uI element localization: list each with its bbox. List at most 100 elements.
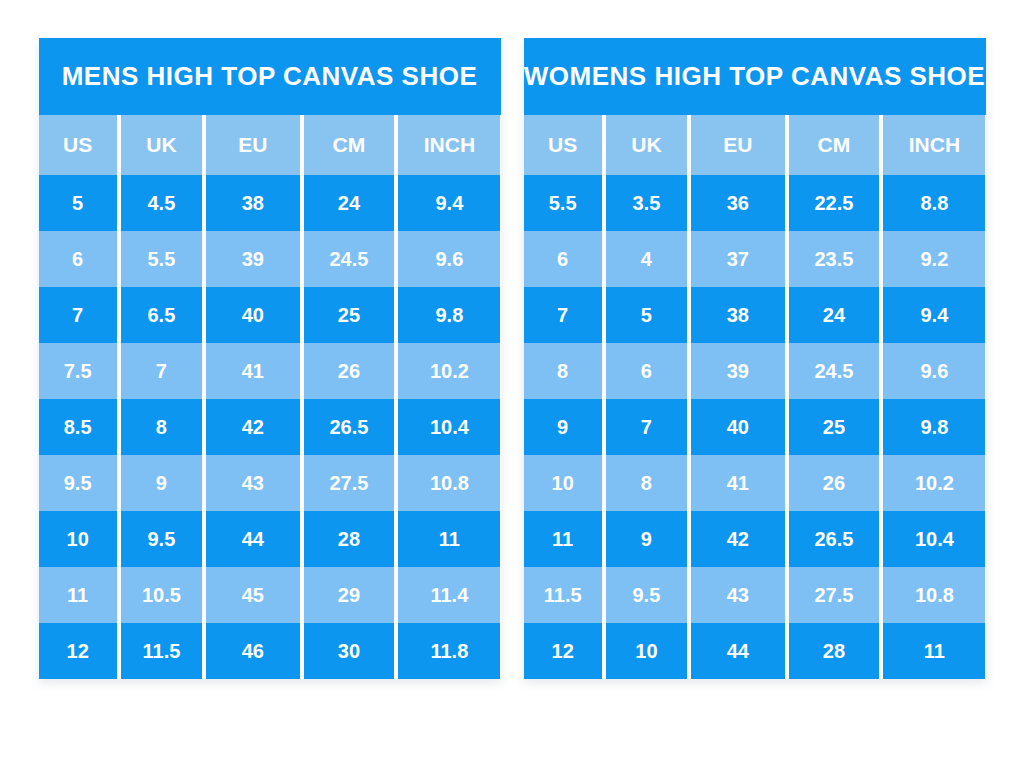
table-row: 863924.59.6 xyxy=(524,343,986,399)
table-cell: 10 xyxy=(39,511,117,567)
table-cell: 9 xyxy=(121,455,202,511)
column-header-eu: EU xyxy=(691,115,785,175)
table-cell: 43 xyxy=(206,455,300,511)
table-cell: 44 xyxy=(206,511,300,567)
mens-size-chart: MENS HIGH TOP CANVAS SHOE USUKEUCMINCH 5… xyxy=(39,38,501,679)
table-cell: 29 xyxy=(304,567,395,623)
table-row: 8.584226.510.4 xyxy=(39,399,501,455)
table-cell: 43 xyxy=(691,567,785,623)
table-row: 9.594327.510.8 xyxy=(39,455,501,511)
table-cell: 6 xyxy=(524,231,602,287)
table-row: 54.538249.4 xyxy=(39,175,501,231)
womens-chart-title: WOMENS HIGH TOP CANVAS SHOE xyxy=(524,38,986,115)
table-cell: 22.5 xyxy=(789,175,880,231)
table-cell: 9.6 xyxy=(398,231,500,287)
table-cell: 40 xyxy=(691,399,785,455)
table-cell: 38 xyxy=(206,175,300,231)
table-row: 1210442811 xyxy=(524,623,986,679)
table-cell: 9.6 xyxy=(883,343,985,399)
column-header-us: US xyxy=(39,115,117,175)
table-header-row: USUKEUCMINCH xyxy=(524,115,986,175)
table-cell: 11.5 xyxy=(524,567,602,623)
table-cell: 9.5 xyxy=(39,455,117,511)
table-cell: 27.5 xyxy=(789,567,880,623)
table-cell: 10 xyxy=(606,623,687,679)
table-cell: 38 xyxy=(691,287,785,343)
table-row: 76.540259.8 xyxy=(39,287,501,343)
table-cell: 10.2 xyxy=(883,455,985,511)
table-cell: 3.5 xyxy=(606,175,687,231)
table-cell: 41 xyxy=(691,455,785,511)
table-cell: 10.4 xyxy=(883,511,985,567)
table-cell: 10.2 xyxy=(398,343,500,399)
table-cell: 9.8 xyxy=(883,399,985,455)
table-cell: 11.5 xyxy=(121,623,202,679)
table-cell: 41 xyxy=(206,343,300,399)
table-cell: 11 xyxy=(883,623,985,679)
table-cell: 26 xyxy=(304,343,395,399)
table-row: 109.5442811 xyxy=(39,511,501,567)
table-row: 643723.59.2 xyxy=(524,231,986,287)
table-cell: 36 xyxy=(691,175,785,231)
column-header-cm: CM xyxy=(304,115,395,175)
table-cell: 24 xyxy=(789,287,880,343)
table-row: 1110.5452911.4 xyxy=(39,567,501,623)
table-cell: 26.5 xyxy=(789,511,880,567)
column-header-uk: UK xyxy=(121,115,202,175)
table-row: 1194226.510.4 xyxy=(524,511,986,567)
table-cell: 26.5 xyxy=(304,399,395,455)
table-cell: 11 xyxy=(39,567,117,623)
table-cell: 9.8 xyxy=(398,287,500,343)
table-cell: 24.5 xyxy=(304,231,395,287)
table-cell: 28 xyxy=(304,511,395,567)
table-row: 5.53.53622.58.8 xyxy=(524,175,986,231)
table-cell: 27.5 xyxy=(304,455,395,511)
column-header-eu: EU xyxy=(206,115,300,175)
table-cell: 30 xyxy=(304,623,395,679)
womens-size-chart: WOMENS HIGH TOP CANVAS SHOE USUKEUCMINCH… xyxy=(524,38,986,679)
table-cell: 45 xyxy=(206,567,300,623)
table-cell: 8 xyxy=(606,455,687,511)
table-cell: 8 xyxy=(524,343,602,399)
table-cell: 9.5 xyxy=(121,511,202,567)
table-cell: 10 xyxy=(524,455,602,511)
table-cell: 5 xyxy=(39,175,117,231)
table-cell: 24.5 xyxy=(789,343,880,399)
table-cell: 5 xyxy=(606,287,687,343)
table-cell: 10.8 xyxy=(398,455,500,511)
table-body: 54.538249.465.53924.59.676.540259.87.574… xyxy=(39,175,501,679)
table-cell: 11.8 xyxy=(398,623,500,679)
table-cell: 10.4 xyxy=(398,399,500,455)
table-cell: 26 xyxy=(789,455,880,511)
table-cell: 23.5 xyxy=(789,231,880,287)
table-cell: 4.5 xyxy=(121,175,202,231)
table-row: 11.59.54327.510.8 xyxy=(524,567,986,623)
table-cell: 42 xyxy=(206,399,300,455)
table-cell: 25 xyxy=(304,287,395,343)
table-cell: 8.8 xyxy=(883,175,985,231)
table-cell: 9 xyxy=(524,399,602,455)
table-cell: 44 xyxy=(691,623,785,679)
table-cell: 7 xyxy=(606,399,687,455)
table-cell: 42 xyxy=(691,511,785,567)
table-cell: 39 xyxy=(691,343,785,399)
table-row: 108412610.2 xyxy=(524,455,986,511)
table-cell: 40 xyxy=(206,287,300,343)
column-header-uk: UK xyxy=(606,115,687,175)
table-cell: 11 xyxy=(524,511,602,567)
table-cell: 12 xyxy=(39,623,117,679)
table-body: 5.53.53622.58.8643723.59.27538249.486392… xyxy=(524,175,986,679)
table-row: 65.53924.59.6 xyxy=(39,231,501,287)
table-cell: 7.5 xyxy=(39,343,117,399)
table-cell: 9.5 xyxy=(606,567,687,623)
table-cell: 24 xyxy=(304,175,395,231)
table-cell: 39 xyxy=(206,231,300,287)
table-row: 9740259.8 xyxy=(524,399,986,455)
table-cell: 8.5 xyxy=(39,399,117,455)
table-cell: 4 xyxy=(606,231,687,287)
column-header-us: US xyxy=(524,115,602,175)
mens-chart-title: MENS HIGH TOP CANVAS SHOE xyxy=(39,38,501,115)
table-cell: 11.4 xyxy=(398,567,500,623)
table-cell: 9.4 xyxy=(883,287,985,343)
table-cell: 10.5 xyxy=(121,567,202,623)
